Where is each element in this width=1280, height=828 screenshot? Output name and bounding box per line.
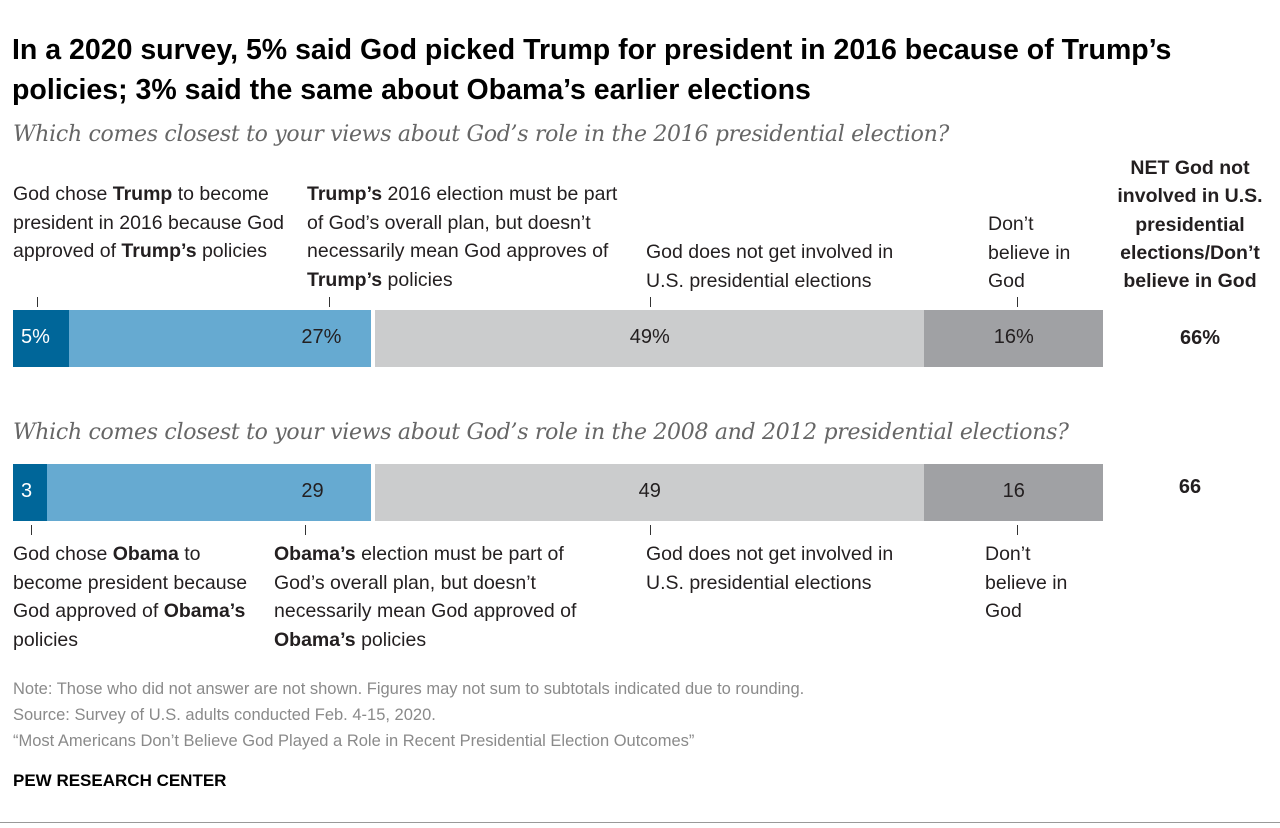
category-label: Trump’s 2016 election must be part of Go… [307, 180, 627, 294]
bar-segment [13, 464, 47, 521]
bar-value-label: 49% [629, 326, 670, 348]
bar-value-label: 16% [993, 326, 1034, 348]
label-text: God does not get involved in U.S. presid… [646, 543, 894, 594]
net-value-2008-2012: 66 [1178, 476, 1202, 498]
category-label: God does not get involved in U.S. presid… [646, 238, 936, 295]
label-tick [37, 297, 38, 307]
question-2016: Which comes closest to your views about … [13, 122, 949, 147]
note-text: Note: Those who did not answer are not s… [13, 680, 805, 698]
bar-value-label: 16 [1002, 480, 1025, 502]
label-text: Obama [112, 543, 179, 565]
label-tick [305, 525, 306, 535]
label-tick [650, 525, 651, 535]
bar-segment [69, 310, 372, 367]
bar-segment [924, 310, 1104, 367]
label-text: Obama’s [163, 600, 246, 622]
category-label: Obama’s election must be part of God’s o… [274, 540, 614, 654]
bar-segment [924, 464, 1104, 521]
label-text: Don’t believe in God [988, 213, 1071, 292]
label-text: policies [13, 628, 79, 651]
label-text: God does not get involved in U.S. presid… [646, 241, 894, 292]
label-text: policies [382, 268, 453, 291]
report-title: “Most Americans Don’t Believe God Played… [13, 732, 695, 750]
label-text: to become president because God approved… [13, 543, 248, 622]
label-tick [1017, 525, 1018, 535]
label-tick [1017, 297, 1018, 307]
bottom-divider [0, 822, 1280, 823]
label-text: policies [355, 628, 427, 651]
label-text: policies [196, 240, 267, 262]
label-text: Obama’s [274, 543, 356, 565]
bar-value-label: 5% [21, 326, 50, 348]
label-text: Trump’s [307, 268, 383, 291]
label-text: to become president in 2016 because God … [13, 183, 285, 262]
label-text: God chose [13, 543, 113, 565]
label-text: 2016 election must be part of God’s over… [307, 183, 618, 262]
label-tick [329, 297, 330, 307]
bar-value-label: 49 [638, 480, 661, 502]
chart-title: In a 2020 survey, 5% said God picked Tru… [12, 34, 1172, 106]
label-text: Trump’s [307, 183, 383, 205]
bar-value-label: 27% [301, 326, 342, 348]
label-text: Obama’s [274, 628, 356, 651]
pew-logo-text: PEW RESEARCH CENTER [13, 771, 227, 790]
label-text: election must be part of God’s overall p… [274, 543, 577, 622]
label-text: God chose [13, 183, 113, 205]
category-label: God chose Obama to become president beca… [13, 540, 258, 654]
label-text: Don’t believe in God [985, 543, 1068, 622]
bar-segment [375, 464, 925, 521]
bar-value-label: 3 [21, 480, 33, 502]
bar-segment [13, 310, 69, 367]
label-text: Trump [112, 183, 173, 205]
category-label: Don’t believe in God [985, 540, 1080, 626]
category-label: God chose Trump to become president in 2… [13, 180, 288, 266]
bar-value-label: 29 [301, 480, 324, 502]
net-value-2016: 66% [1179, 327, 1221, 349]
category-label: Don’t believe in God [988, 210, 1083, 296]
bar-segment [375, 310, 925, 367]
label-tick [31, 525, 32, 535]
bar-segment [46, 464, 372, 521]
net-header: NET God not involved in U.S. presidentia… [1117, 157, 1263, 293]
question-2008-2012: Which comes closest to your views about … [13, 420, 1069, 445]
category-label: God does not get involved in U.S. presid… [646, 540, 936, 597]
label-tick [650, 297, 651, 307]
label-text: Trump’s [121, 240, 197, 262]
source-text: Source: Survey of U.S. adults conducted … [13, 706, 436, 724]
